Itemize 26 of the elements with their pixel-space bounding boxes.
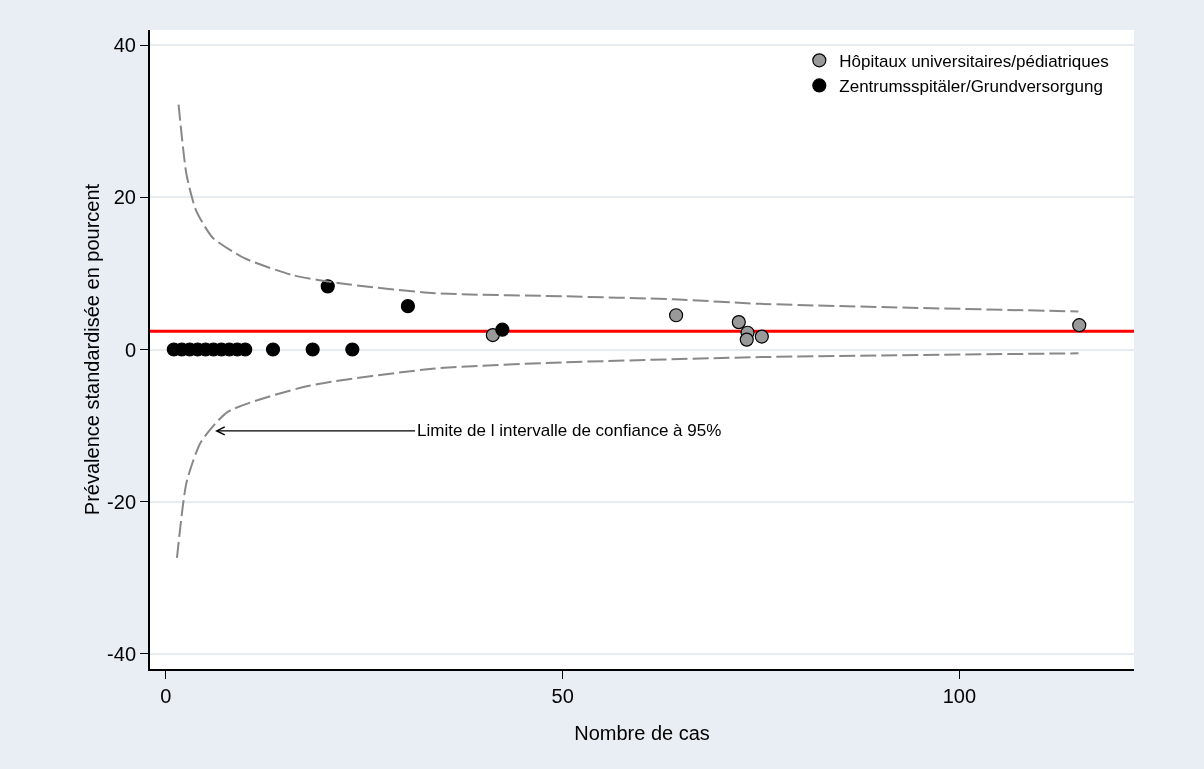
point	[265, 342, 281, 357]
legend-label: Zentrumsspitäler/Grundversorgung	[839, 77, 1103, 97]
point	[238, 342, 253, 357]
y-tick-label: -20	[107, 490, 136, 513]
point	[400, 299, 415, 314]
line-series	[175, 352, 1080, 559]
point	[731, 315, 746, 330]
point	[495, 322, 510, 337]
x-tick-label: 50	[551, 685, 574, 707]
y-tick-label: 0	[124, 338, 136, 361]
point	[669, 308, 684, 323]
x-tick-label: 100	[942, 685, 977, 707]
y-tick-label: -40	[107, 642, 136, 665]
annotation: Limite de l intervalle de confiance à 95%	[417, 421, 722, 440]
y-axis-title: Prévalence standardisée en pourcent	[81, 183, 103, 516]
y-tick-label: 20	[113, 186, 136, 209]
point	[754, 329, 769, 344]
point	[305, 342, 320, 357]
point	[739, 332, 754, 347]
x-axis-title: Nombre de cas	[574, 722, 710, 744]
point	[345, 342, 360, 357]
point	[1072, 318, 1087, 333]
y-tick-label: 40	[113, 34, 136, 57]
line-series	[177, 103, 1080, 313]
x-tick-label: 0	[160, 685, 172, 707]
legend-label: Hôpitaux universitaires/pédiatriques	[839, 51, 1109, 71]
